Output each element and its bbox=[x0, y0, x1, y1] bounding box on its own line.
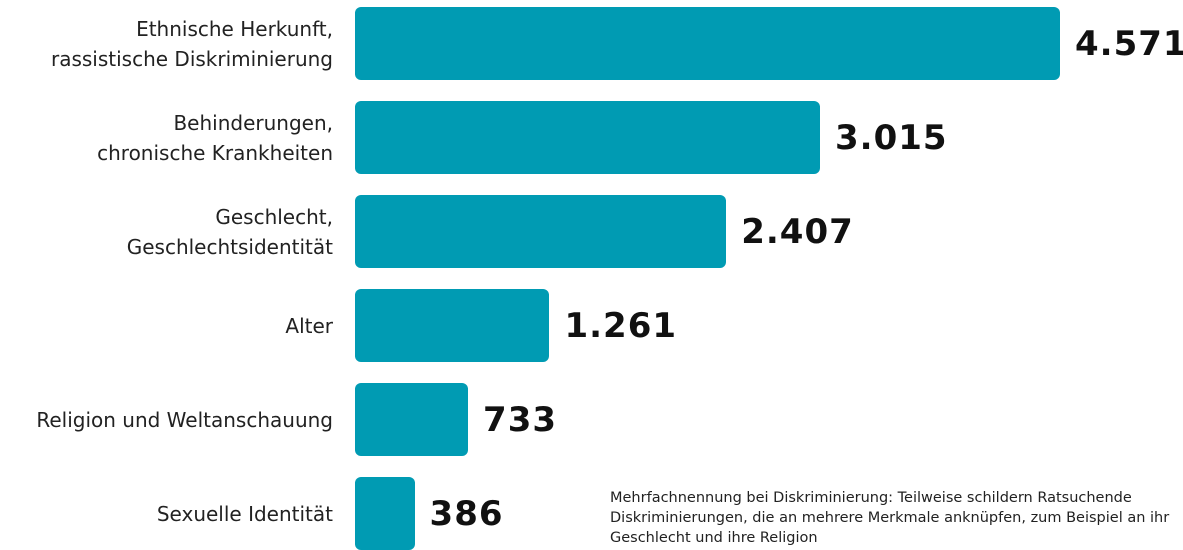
bar bbox=[355, 289, 550, 362]
value-label: 733 bbox=[483, 399, 558, 440]
value-label: 386 bbox=[429, 493, 504, 534]
bar bbox=[355, 101, 820, 174]
bar bbox=[355, 195, 727, 268]
footnote: Mehrfachnennung bei Diskriminierung: Tei… bbox=[610, 490, 1170, 546]
bar bbox=[355, 7, 1060, 80]
value-label: 1.261 bbox=[564, 305, 678, 346]
value-label: 4.571 bbox=[1075, 23, 1183, 64]
category-label: Behinderungen, chronische Krankheiten bbox=[97, 110, 333, 165]
category-label: Ethnische Herkunft, rassistische Diskrim… bbox=[50, 16, 333, 71]
category-label: Geschlecht, Geschlechtsidentität bbox=[126, 204, 333, 259]
category-label: Alter bbox=[285, 313, 333, 338]
value-label: 2.407 bbox=[741, 211, 854, 252]
bar bbox=[355, 383, 469, 456]
category-label: Sexuelle Identität bbox=[156, 501, 333, 526]
category-label: Religion und Weltanschauung bbox=[36, 407, 333, 432]
bar bbox=[355, 477, 415, 550]
value-label: 3.015 bbox=[835, 117, 948, 158]
